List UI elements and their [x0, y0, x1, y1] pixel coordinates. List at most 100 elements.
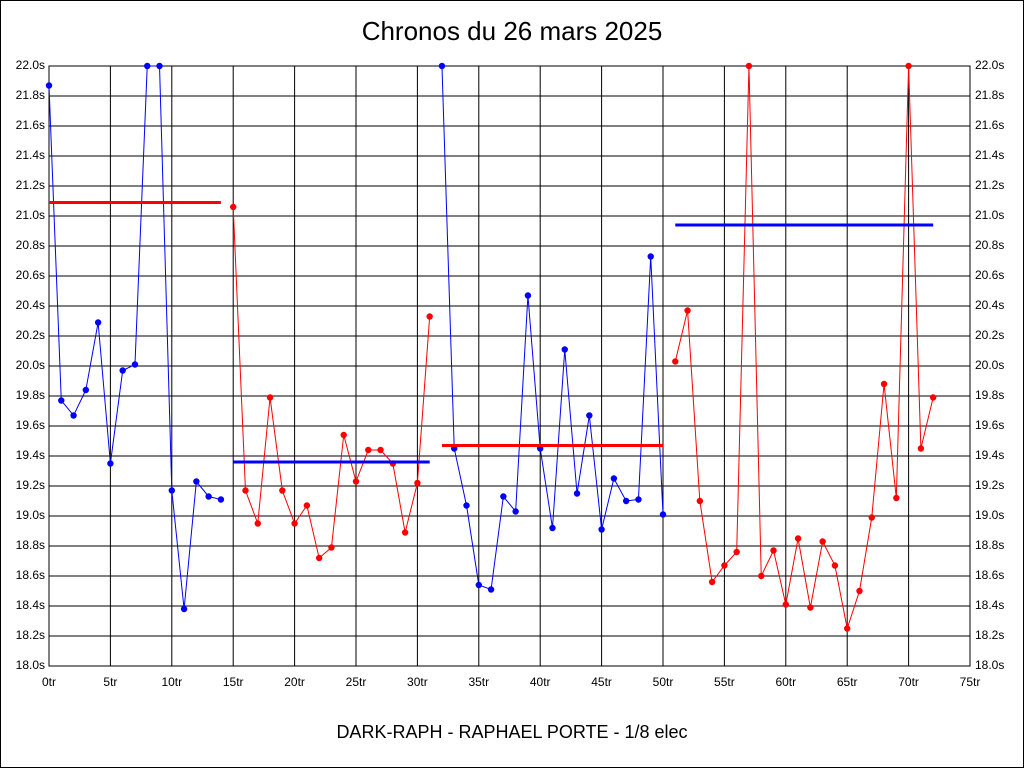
- data-point: [119, 367, 126, 374]
- data-point: [254, 520, 261, 527]
- y-tick-label: 18.4s: [16, 598, 45, 612]
- x-tick-label: 65tr: [837, 675, 858, 689]
- y2-tick-label: 20.8s: [975, 238, 1004, 252]
- data-point: [598, 526, 605, 533]
- data-point: [844, 625, 851, 632]
- data-point: [807, 604, 814, 611]
- data-point: [880, 380, 888, 388]
- data-point: [279, 487, 286, 494]
- data-point: [672, 358, 679, 365]
- data-point: [328, 544, 335, 551]
- y-tick-label: 19.8s: [16, 388, 45, 402]
- y-tick-label: 20.0s: [16, 358, 45, 372]
- data-point: [512, 508, 519, 515]
- x-tick-label: 30tr: [407, 675, 428, 689]
- data-point: [414, 479, 421, 487]
- x-tick-label: 25tr: [346, 675, 367, 689]
- data-point: [230, 203, 237, 211]
- x-tick-label: 45tr: [591, 675, 612, 689]
- x-tick-label: 35tr: [468, 675, 489, 689]
- data-point: [893, 494, 900, 502]
- data-point: [168, 487, 175, 494]
- y2-tick-label: 21.2s: [975, 178, 1004, 192]
- data-point: [475, 581, 482, 589]
- data-point: [291, 520, 298, 527]
- x-tick-label: 10tr: [161, 675, 182, 689]
- x-tick-label: 60tr: [775, 675, 796, 689]
- y2-tick-label: 19.6s: [975, 418, 1004, 432]
- x-tick-label: 20tr: [284, 675, 305, 689]
- data-point: [401, 529, 409, 536]
- data-point: [635, 496, 642, 503]
- data-point: [684, 307, 691, 314]
- data-point: [463, 502, 470, 509]
- y-tick-label: 18.8s: [16, 538, 45, 552]
- data-point: [58, 397, 65, 404]
- data-point: [745, 62, 753, 70]
- y2-tick-label: 19.0s: [975, 508, 1004, 522]
- x-tick-label: 55tr: [714, 675, 735, 689]
- data-point: [242, 487, 249, 494]
- y-tick-label: 22.0s: [16, 58, 45, 72]
- data-point: [721, 562, 728, 569]
- data-point: [500, 493, 507, 500]
- y-tick-label: 18.0s: [16, 658, 45, 672]
- data-point: [549, 524, 556, 532]
- x-tick-label: 70tr: [898, 675, 919, 689]
- data-point: [144, 62, 151, 70]
- data-point: [180, 605, 188, 613]
- y2-tick-label: 18.8s: [975, 538, 1004, 552]
- y2-tick-label: 18.4s: [975, 598, 1004, 612]
- x-tick-label: 75tr: [960, 675, 981, 689]
- data-point: [782, 601, 789, 608]
- y-tick-label: 20.6s: [16, 268, 45, 282]
- x-tick-label: 15tr: [223, 675, 244, 689]
- data-point: [70, 412, 77, 419]
- data-point: [365, 446, 372, 454]
- y2-tick-label: 19.4s: [975, 448, 1004, 462]
- x-tick-label: 40tr: [530, 675, 551, 689]
- data-point: [856, 587, 863, 595]
- data-point: [426, 313, 433, 320]
- data-point: [524, 292, 532, 299]
- data-point: [708, 578, 716, 586]
- data-point: [131, 361, 139, 368]
- y2-tick-label: 21.6s: [975, 118, 1004, 132]
- data-point: [205, 493, 212, 500]
- y2-tick-label: 18.0s: [975, 658, 1004, 672]
- data-point: [340, 431, 347, 439]
- data-point: [94, 319, 102, 326]
- data-point: [107, 460, 114, 467]
- data-point: [770, 547, 777, 554]
- y-tick-label: 19.6s: [16, 418, 45, 432]
- data-point: [352, 478, 360, 485]
- data-point: [266, 394, 274, 401]
- data-point: [438, 62, 446, 70]
- y-tick-label: 20.4s: [16, 298, 45, 312]
- chart-title: Chronos du 26 mars 2025: [362, 16, 663, 46]
- plot-border: [48, 65, 971, 667]
- data-point: [156, 62, 163, 70]
- data-point: [622, 497, 630, 505]
- data-point: [377, 446, 384, 454]
- data-point: [831, 562, 839, 569]
- y2-tick-label: 20.4s: [975, 298, 1004, 312]
- data-point: [758, 572, 765, 580]
- y-tick-label: 18.2s: [16, 628, 45, 642]
- data-point: [794, 535, 802, 542]
- y-tick-label: 21.4s: [16, 148, 45, 162]
- y-tick-label: 20.2s: [16, 328, 45, 342]
- data-point: [586, 412, 593, 419]
- y-tick-label: 21.6s: [16, 118, 45, 132]
- y2-tick-label: 18.2s: [975, 628, 1004, 642]
- y2-tick-label: 21.0s: [975, 208, 1004, 222]
- data-point: [819, 538, 826, 545]
- y-tick-label: 20.8s: [16, 238, 45, 252]
- y2-tick-label: 19.8s: [975, 388, 1004, 402]
- series-line: [674, 65, 934, 631]
- data-point: [929, 394, 937, 401]
- data-point: [217, 496, 225, 503]
- data-point: [573, 490, 581, 497]
